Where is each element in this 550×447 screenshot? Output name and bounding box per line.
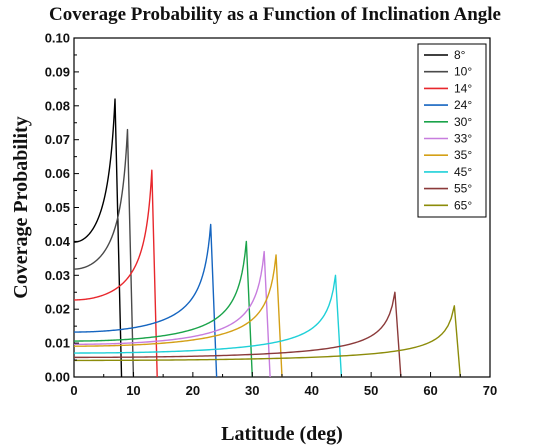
series-line-45deg — [74, 274, 343, 378]
y-tick-label: 0.02 — [45, 302, 70, 317]
legend-label: 35° — [454, 148, 472, 162]
x-axis: 0 10 20 30 40 50 60 70 — [70, 372, 497, 398]
y-axis: 0.00 0.01 0.02 0.03 0.04 0.05 0.06 0.07 0.08 0.09… — [45, 31, 79, 385]
chart-title: Coverage Probability as a Function of In… — [49, 4, 501, 25]
y-tick-label: 0.01 — [45, 336, 70, 351]
series-line-33deg — [74, 250, 271, 378]
series-line-35deg — [74, 254, 283, 378]
legend-label: 8° — [454, 48, 466, 62]
x-tick-label: 60 — [423, 383, 437, 398]
legend-label: 24° — [454, 98, 472, 112]
series-line-10deg — [73, 128, 135, 378]
series-line-65deg — [74, 305, 461, 378]
legend-label: 33° — [454, 132, 472, 146]
series-line-55deg — [74, 291, 402, 378]
y-tick-label: 0.04 — [45, 234, 71, 249]
legend-label: 30° — [454, 115, 472, 129]
legend-label: 55° — [454, 182, 472, 196]
y-tick-label: 0.07 — [45, 132, 70, 147]
series-line-14deg — [73, 169, 158, 378]
legend-label: 65° — [454, 198, 472, 212]
series-line-24deg — [74, 223, 218, 378]
y-tick-label: 0.03 — [45, 268, 70, 283]
x-axis-label: Latitude (deg) — [221, 423, 343, 445]
legend: 8° 10° 14° 24° 30° 33° 35° 45° 55° 65° — [417, 43, 487, 218]
y-tick-label: 0.08 — [45, 98, 70, 113]
y-axis-label: Coverage Probability — [10, 116, 32, 298]
x-tick-label: 50 — [364, 383, 378, 398]
x-tick-label: 20 — [186, 383, 200, 398]
legend-label: 45° — [454, 165, 472, 179]
x-tick-label: 70 — [483, 383, 497, 398]
y-tick-label: 0.06 — [45, 166, 70, 181]
x-tick-label: 40 — [304, 383, 318, 398]
y-tick-label: 0.00 — [45, 370, 70, 385]
legend-label: 10° — [454, 65, 472, 79]
y-tick-label: 0.05 — [45, 200, 70, 215]
plot-area: 0 10 20 30 40 50 60 70 0.00 0.01 0.02 0.03 0.04 0.05… — [45, 31, 498, 399]
series-line-8deg — [73, 98, 123, 378]
series-layer — [73, 98, 461, 378]
legend-label: 14° — [454, 81, 472, 95]
x-tick-label: 30 — [245, 383, 259, 398]
y-tick-label: 0.10 — [45, 31, 70, 46]
legend-box — [417, 43, 487, 218]
y-tick-label: 0.09 — [45, 64, 70, 79]
x-tick-label: 0 — [70, 383, 77, 398]
x-tick-label: 10 — [126, 383, 140, 398]
series-line-30deg — [74, 240, 253, 378]
